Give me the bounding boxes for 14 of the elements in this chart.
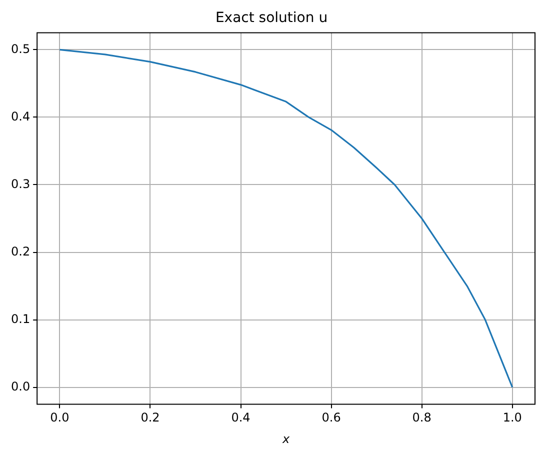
x-tick-label: 0.0 (50, 410, 70, 425)
x-tick-label: 1.0 (502, 410, 522, 425)
x-tick-label: 0.2 (140, 410, 160, 425)
x-tick-label: 0.4 (231, 410, 250, 425)
y-tick-label: 0.4 (10, 109, 30, 124)
y-tick-label: 0.1 (10, 312, 30, 326)
x-tick-label: 0.6 (322, 410, 341, 425)
y-tick-label: 0.5 (10, 42, 30, 56)
x-tick-label: 0.8 (412, 410, 432, 425)
y-tick-label: 0.0 (10, 379, 30, 394)
x-axis-title: x (281, 432, 290, 446)
y-tick-label: 0.3 (10, 176, 30, 191)
chart-title: Exact solution u (215, 10, 328, 26)
y-tick-label: 0.2 (10, 244, 30, 258)
